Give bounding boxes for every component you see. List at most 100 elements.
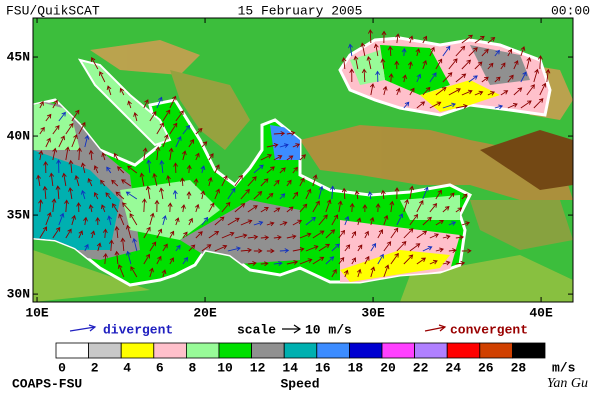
wind-arrow <box>186 164 192 174</box>
wind-arrow <box>172 189 178 200</box>
scale-value: 10 m/s <box>305 322 352 337</box>
wind-arrow <box>180 177 185 187</box>
wind-arrow <box>221 231 235 239</box>
wind-arrow <box>169 257 174 265</box>
wind-arrow <box>71 214 77 226</box>
wind-arrow <box>354 190 360 200</box>
wind-arrow <box>260 207 269 213</box>
wind-arrow <box>415 48 421 57</box>
wind-arrow <box>377 229 384 239</box>
wind-arrow <box>338 256 345 265</box>
wind-arrow <box>408 35 414 44</box>
wind-arrow <box>455 103 468 109</box>
wind-arrow <box>377 253 384 265</box>
wind-arrow <box>344 244 351 252</box>
scale-arrow-head <box>293 324 302 334</box>
wind-arrow <box>247 205 258 213</box>
wind-arrow <box>201 216 209 226</box>
wind-arrow <box>240 247 253 253</box>
wind-arrow <box>208 153 214 161</box>
wind-arrow <box>448 221 457 226</box>
wind-arrow <box>383 214 389 226</box>
wind-arrow <box>143 253 150 265</box>
wind-arrow <box>253 164 264 174</box>
colorbar-tick-label: 22 <box>413 360 429 375</box>
colorbar-tick-label: 8 <box>188 360 196 375</box>
wind-arrow <box>448 248 457 254</box>
wind-arrow <box>38 199 44 213</box>
wind-arrow <box>545 68 551 83</box>
convergent-arrow-head <box>438 324 447 332</box>
wind-arrow <box>266 221 275 227</box>
wind-arrow <box>494 104 504 110</box>
wind-arrow <box>162 215 167 226</box>
wind-arrow <box>143 226 151 239</box>
wind-arrow <box>240 188 250 200</box>
wind-arrow <box>474 90 484 96</box>
footer-left: COAPS-FSU <box>12 376 82 391</box>
wind-arrow <box>114 250 120 265</box>
wind-arrow <box>64 199 69 213</box>
colorbar-tick-label: 4 <box>123 360 131 375</box>
wind-arrow <box>487 36 496 44</box>
wind-arrow <box>481 76 489 83</box>
wind-arrow <box>299 154 307 161</box>
wind-arrow <box>188 244 196 252</box>
wind-arrow <box>513 87 523 96</box>
colorbar-swatch <box>283 342 318 359</box>
wind-arrow <box>175 135 182 148</box>
wind-arrow <box>389 200 395 213</box>
wind-arrow <box>429 72 437 83</box>
wind-arrow <box>416 199 424 213</box>
wind-arrow <box>105 192 112 200</box>
wind-arrow <box>533 68 539 83</box>
wind-arrow <box>416 257 427 265</box>
colorbar-tick-label: 26 <box>478 360 494 375</box>
wind-arrow <box>507 48 513 57</box>
wind-arrow <box>279 193 286 200</box>
colorbar-swatch <box>120 342 155 359</box>
wind-arrow <box>125 250 132 265</box>
wind-arrow <box>299 177 305 187</box>
wind-arrow <box>364 255 370 265</box>
wind-arrow <box>52 99 58 109</box>
wind-arrow <box>188 217 193 226</box>
wind-arrow <box>416 73 422 83</box>
wind-arrow <box>286 206 294 213</box>
lat-tick-label: 35N <box>7 208 30 223</box>
wind-arrow <box>39 126 45 135</box>
wind-arrow <box>106 166 112 174</box>
colorbar-tick-label: 6 <box>156 360 164 375</box>
wind-arrow <box>494 49 500 57</box>
wind-arrow <box>273 179 280 187</box>
wind-arrow <box>286 260 299 265</box>
wind-arrow <box>357 244 363 252</box>
wind-arrow <box>208 231 220 239</box>
wind-arrow <box>422 59 428 70</box>
wind-arrow <box>273 131 286 136</box>
wind-arrow <box>362 204 368 213</box>
wind-arrow <box>461 248 472 254</box>
wind-arrow <box>526 56 532 70</box>
wind-arrow <box>370 242 377 252</box>
lon-tick-label: 20E <box>193 305 217 320</box>
wind-arrow <box>161 269 167 278</box>
colorbar-swatch <box>512 342 546 359</box>
wind-arrow <box>168 147 174 161</box>
wind-arrow <box>51 198 57 213</box>
wind-arrow <box>416 230 428 239</box>
wind-arrow <box>312 230 325 239</box>
wind-arrow <box>403 199 409 213</box>
wind-arrow <box>292 219 303 226</box>
wind-arrow <box>382 85 388 96</box>
wind-arrow <box>133 112 138 122</box>
wind-arrow <box>260 154 272 161</box>
lon-tick-label: 10E <box>25 305 49 320</box>
wind-arrow <box>49 172 55 187</box>
time: 00:00 <box>551 3 590 18</box>
wind-arrow <box>143 99 149 109</box>
wind-arrow <box>141 198 147 213</box>
colorbar-label: Speed <box>280 376 319 391</box>
wind-arrow <box>429 233 439 239</box>
wind-arrow <box>381 30 387 44</box>
